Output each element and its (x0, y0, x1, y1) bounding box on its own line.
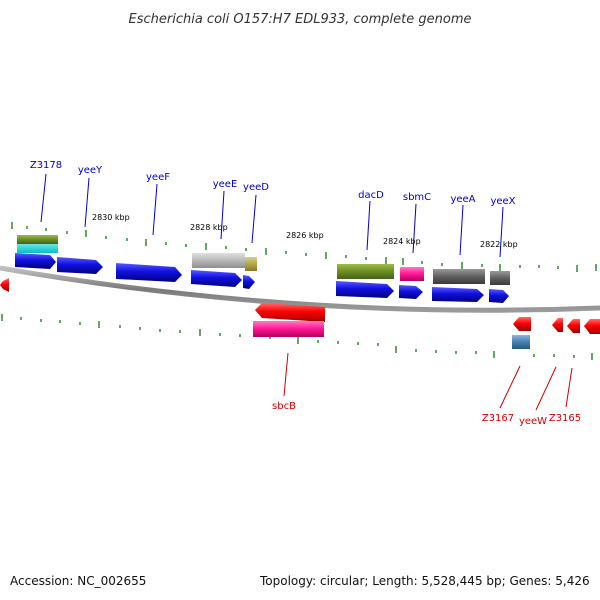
gene-label-z3178[interactable]: Z3178 (30, 160, 62, 171)
gene-label-yeef[interactable]: yeeF (146, 172, 170, 183)
gene-label-yeea[interactable]: yeeA (450, 194, 475, 205)
gene-bar-yeea-gray[interactable] (433, 269, 485, 284)
gene-arrow-yeey[interactable] (57, 257, 103, 274)
gene-arrow-yeee[interactable] (191, 270, 242, 287)
forward-gene-labels: Z3178 yeeY yeeF yeeE yeeD dacD sbmC yeeA… (30, 160, 516, 207)
kbp-label-2830: 2830 kbp (92, 213, 130, 222)
gene-arrow-yeew[interactable] (552, 318, 563, 332)
gene-arrow-sbcb[interactable] (255, 303, 325, 322)
map-title: Escherichia coli O157:H7 EDL933, complet… (129, 12, 472, 27)
gene-arrow-yeea[interactable] (432, 287, 484, 302)
gene-label-sbcb[interactable]: sbcB (272, 401, 296, 412)
kbp-label-2822: 2822 kbp (480, 240, 518, 249)
forward-category-bars (17, 235, 510, 285)
label-leader-lines (40, 173, 573, 411)
gene-label-yeex[interactable]: yeeX (490, 196, 515, 207)
gene-bar-yeex-gray[interactable] (490, 271, 510, 285)
kbp-label-2824: 2824 kbp (383, 237, 421, 246)
gene-label-sbmc[interactable]: sbmC (403, 192, 431, 203)
gene-bar-z3178-olive[interactable] (17, 235, 58, 244)
reverse-gene-arrows (0, 278, 600, 334)
genome-backbone (0, 265, 600, 313)
reverse-category-bars (253, 321, 530, 349)
gene-label-yeey[interactable]: yeeY (78, 165, 103, 176)
gene-arrow-yeex[interactable] (489, 289, 509, 303)
topology-text: Topology: circular; Length: 5,528,445 bp… (260, 574, 590, 588)
gene-arrow-z3178[interactable] (15, 253, 56, 269)
kbp-label-2828: 2828 kbp (190, 223, 228, 232)
gene-bar-sbmc-pink[interactable] (400, 267, 424, 281)
gene-arrow-z3165[interactable] (567, 319, 580, 333)
gene-label-dacd[interactable]: dacD (358, 190, 384, 201)
gene-bar-yeee-lightgray[interactable] (192, 253, 245, 268)
reverse-gene-labels: sbcB Z3167 yeeW Z3165 (272, 401, 581, 427)
gene-arrow-right-edge[interactable] (584, 319, 600, 334)
upper-tick-marks (11, 222, 597, 272)
gene-label-yeed[interactable]: yeeD (243, 182, 269, 193)
gene-bar-sbcb-pink[interactable] (253, 321, 324, 337)
gene-label-z3167[interactable]: Z3167 (482, 413, 514, 424)
gene-arrow-dacd[interactable] (336, 281, 394, 298)
lower-tick-marks (1, 314, 593, 360)
accession-text: Accession: NC_002655 (10, 574, 147, 588)
gene-arrow-z3167[interactable] (513, 317, 531, 331)
gene-arrow-yeed[interactable] (243, 275, 255, 289)
gene-bar-z3167-steel[interactable] (512, 335, 530, 349)
gene-label-yeew[interactable]: yeeW (519, 416, 547, 427)
gene-arrow-left-edge[interactable] (0, 278, 9, 292)
gene-label-z3165[interactable]: Z3165 (549, 413, 581, 424)
gene-arrow-sbmc[interactable] (399, 285, 423, 299)
gene-bar-dacd-olive[interactable] (337, 264, 394, 279)
gene-label-yeee[interactable]: yeeE (213, 179, 238, 190)
kbp-label-2826: 2826 kbp (286, 231, 324, 240)
gene-arrow-yeef[interactable] (116, 263, 182, 282)
gene-bar-yeed-khaki[interactable] (245, 257, 257, 271)
forward-gene-arrows (15, 253, 509, 303)
